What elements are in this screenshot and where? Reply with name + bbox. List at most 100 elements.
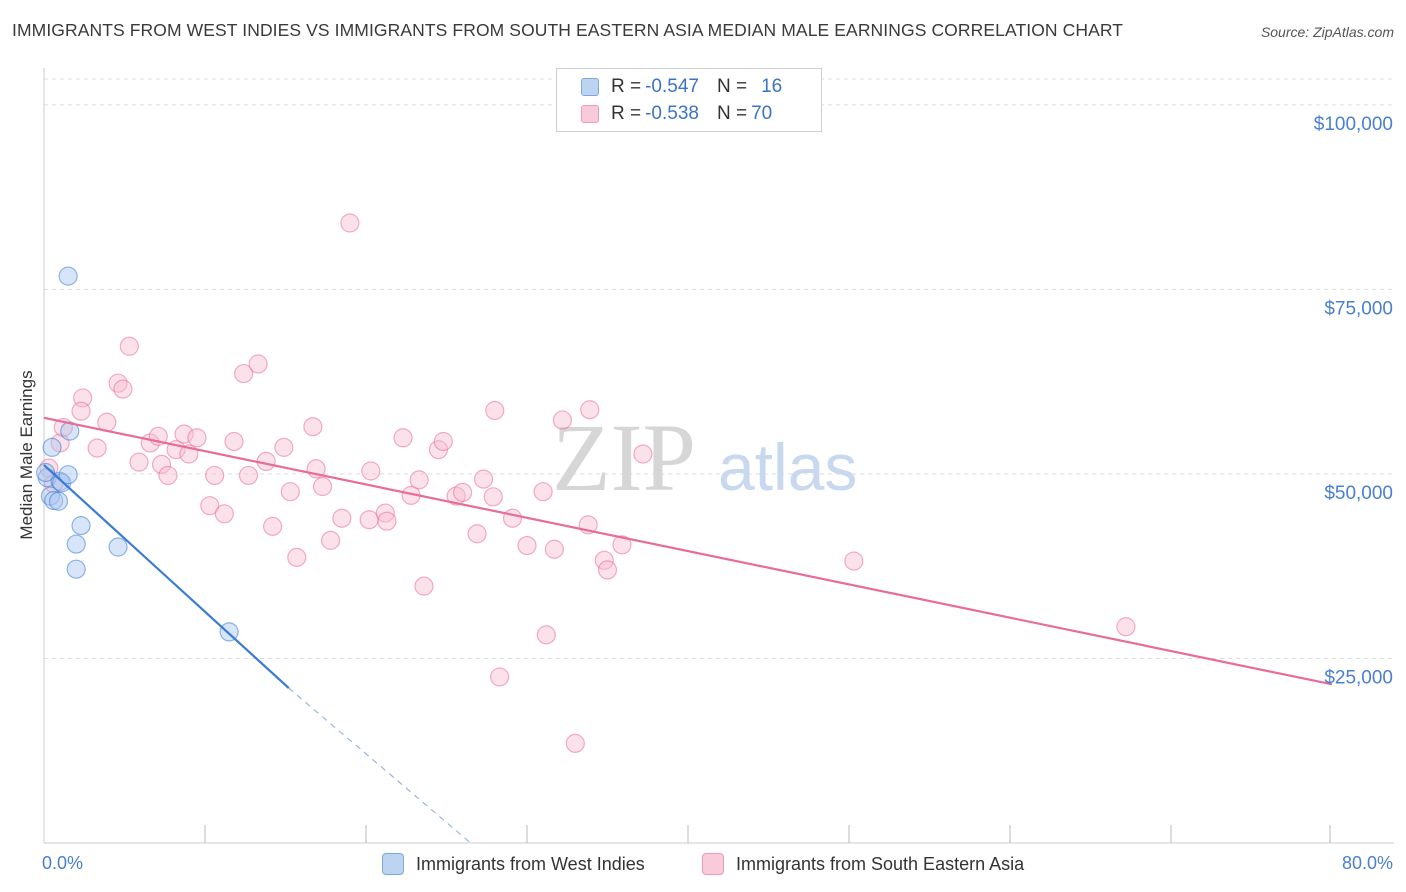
- chart-title: IMMIGRANTS FROM WEST INDIES VS IMMIGRANT…: [12, 20, 1124, 40]
- data-point-se-asia: [536, 625, 556, 645]
- data-point-se-asia: [552, 410, 573, 430]
- data-point-se-asia: [234, 363, 254, 384]
- data-point-se-asia: [544, 539, 564, 559]
- data-point-se-asia: [1116, 617, 1136, 637]
- data-point-se-asia: [377, 511, 397, 531]
- data-point-se-asia: [274, 437, 294, 457]
- data-point-se-asia: [287, 547, 307, 567]
- data-point-se-asia: [612, 535, 632, 555]
- data-point-west-indies: [58, 465, 78, 485]
- legend-item-west-indies[interactable]: Immigrants from West Indies: [382, 850, 645, 878]
- legend-r-value: -0.547: [645, 76, 699, 97]
- data-point-se-asia: [200, 496, 220, 516]
- trendline-west-indies-extension: [288, 687, 472, 844]
- data-point-se-asia: [446, 486, 466, 506]
- legend-r-label: R =: [611, 76, 642, 97]
- data-point-se-asia: [158, 465, 178, 486]
- data-point-se-asia: [119, 336, 139, 356]
- trendline-se-asia: [43, 416, 1333, 686]
- data-point-west-indies: [71, 516, 91, 536]
- data-point-se-asia: [453, 482, 473, 503]
- legend-row-se-asia: R = -0.538 N = 70: [581, 101, 772, 127]
- data-point-se-asia: [409, 470, 429, 490]
- data-point-west-indies: [66, 559, 86, 579]
- data-point-se-asia: [113, 379, 133, 399]
- data-point-se-asia: [280, 482, 300, 502]
- legend-swatch-pink: [581, 105, 599, 123]
- data-point-west-indies: [48, 491, 69, 511]
- data-point-se-asia: [517, 535, 537, 556]
- x-tick-label-left: 0.0%: [42, 853, 83, 873]
- y-tick-label: $50,000: [1324, 483, 1393, 504]
- data-point-se-asia: [87, 438, 107, 458]
- legend-label-west-indies: Immigrants from West Indies: [416, 853, 645, 874]
- data-point-se-asia: [214, 504, 234, 524]
- data-point-se-asia: [483, 487, 503, 507]
- data-point-se-asia: [205, 465, 225, 486]
- data-point-se-asia: [224, 431, 244, 452]
- legend-r-value: -0.538: [645, 103, 699, 124]
- labels-layer: $100,000 $75,000 $50,000 $25,000 0.0% 80.0%: [42, 114, 1393, 873]
- data-point-se-asia: [844, 551, 864, 571]
- points-layer: [36, 213, 1136, 753]
- data-point-se-asia: [187, 428, 207, 448]
- data-point-se-asia: [485, 400, 505, 421]
- y-axis-label: Median Male Earnings: [17, 370, 36, 539]
- data-point-se-asia: [414, 576, 434, 596]
- data-point-west-indies: [58, 266, 78, 286]
- data-point-se-asia: [433, 431, 453, 452]
- data-point-se-asia: [320, 530, 341, 550]
- watermark-atlas: atlas: [718, 430, 857, 504]
- legend-label-se-asia: Immigrants from South Eastern Asia: [736, 853, 1025, 874]
- data-point-se-asia: [597, 560, 618, 580]
- data-point-se-asia: [71, 401, 91, 421]
- data-point-se-asia: [332, 508, 352, 528]
- data-point-se-asia: [361, 461, 381, 481]
- data-point-se-asia: [375, 503, 395, 523]
- data-point-se-asia: [393, 428, 413, 448]
- data-point-se-asia: [359, 510, 379, 530]
- legend-item-se-asia[interactable]: Immigrants from South Eastern Asia: [702, 850, 1024, 878]
- correlation-legend: R = -0.547 N = 16 R = -0.538 N = 70: [556, 68, 822, 132]
- data-point-se-asia: [238, 465, 259, 486]
- data-point-se-asia: [467, 524, 487, 544]
- source-label: Source: ZipAtlas.com: [1260, 24, 1394, 40]
- axes-layer: [43, 68, 1394, 844]
- legend-n-label: N =: [716, 103, 748, 124]
- y-tick-label: $100,000: [1314, 114, 1393, 135]
- legend-row-west-indies: R = -0.547 N = 16: [581, 74, 782, 100]
- watermark: ZIP atlas: [552, 404, 857, 511]
- data-point-west-indies: [42, 437, 62, 457]
- legend-n-label: N =: [716, 76, 748, 97]
- data-point-se-asia: [340, 213, 360, 233]
- data-point-se-asia: [565, 733, 585, 753]
- data-point-se-asia: [303, 417, 323, 437]
- x-tick-label-right: 80.0%: [1342, 853, 1393, 873]
- data-point-west-indies: [108, 537, 128, 557]
- trendline-west-indies: [43, 464, 290, 689]
- trend-layer: [43, 416, 1333, 844]
- legend-swatch-pink: [702, 853, 724, 875]
- watermark-zip: ZIP: [552, 404, 696, 511]
- legend-swatch-blue: [382, 853, 404, 875]
- data-point-se-asia: [248, 354, 268, 374]
- legend-n-value: 70: [751, 103, 773, 124]
- data-point-se-asia: [263, 516, 283, 536]
- data-point-west-indies: [36, 462, 56, 483]
- data-point-se-asia: [580, 400, 600, 420]
- data-point-se-asia: [473, 469, 494, 489]
- data-point-west-indies: [66, 534, 86, 554]
- data-point-se-asia: [490, 667, 510, 687]
- data-point-se-asia: [533, 482, 553, 502]
- data-point-se-asia: [151, 454, 172, 474]
- legend-swatch-blue: [581, 78, 599, 96]
- data-point-se-asia: [129, 452, 149, 472]
- data-point-se-asia: [633, 444, 653, 464]
- legend-n-value: 16: [761, 76, 783, 97]
- series-legend: Immigrants from West Indies Immigrants f…: [0, 850, 1406, 878]
- data-point-se-asia: [312, 476, 333, 497]
- y-tick-label: $75,000: [1324, 298, 1393, 319]
- data-point-se-asia: [502, 508, 523, 528]
- legend-r-label: R =: [611, 103, 642, 124]
